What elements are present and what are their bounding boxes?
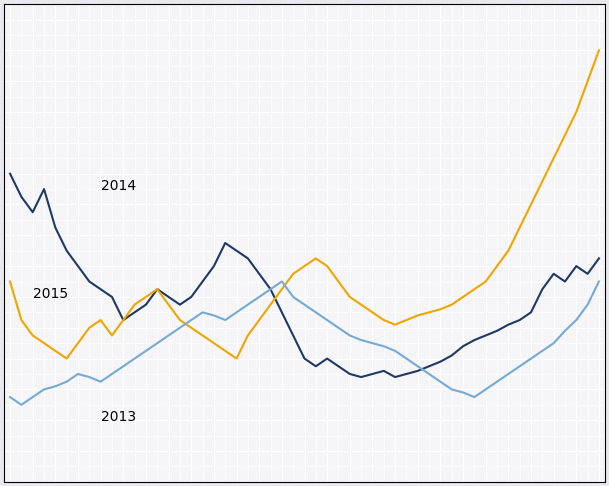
Text: 2014: 2014 <box>100 179 136 193</box>
Text: 2013: 2013 <box>100 410 136 424</box>
Text: 2015: 2015 <box>33 287 68 301</box>
